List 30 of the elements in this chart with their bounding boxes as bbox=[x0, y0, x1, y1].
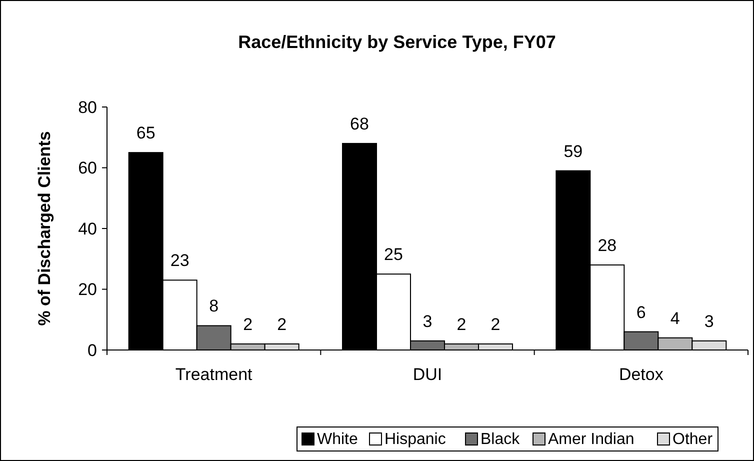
data-label: 23 bbox=[170, 251, 190, 270]
legend-label: White bbox=[317, 431, 358, 448]
legend-label: Amer Indian bbox=[548, 431, 634, 448]
x-tick-label: Treatment bbox=[175, 365, 253, 384]
y-tick-label: 60 bbox=[78, 158, 97, 178]
legend-label: Hispanic bbox=[384, 431, 446, 448]
y-tick-label: 0 bbox=[88, 340, 97, 360]
data-label: 28 bbox=[598, 236, 617, 255]
data-label: 2 bbox=[277, 314, 287, 334]
y-tick-label: 20 bbox=[78, 280, 97, 300]
data-label: 2 bbox=[456, 314, 466, 334]
y-axis-title: % of Discharged Clients bbox=[35, 131, 54, 326]
x-tick-label: DUI bbox=[412, 365, 442, 384]
legend-label: Other bbox=[672, 431, 714, 448]
legend-label: Black bbox=[480, 431, 521, 448]
data-label: 3 bbox=[704, 312, 714, 331]
data-label: 65 bbox=[136, 124, 156, 143]
data-label: 25 bbox=[384, 245, 403, 264]
data-label: 4 bbox=[670, 308, 680, 328]
data-label: 68 bbox=[350, 114, 369, 134]
x-tick-label: Detox bbox=[618, 365, 664, 384]
data-label: 8 bbox=[209, 296, 219, 316]
y-tick-label: 80 bbox=[78, 98, 97, 117]
y-tick-label: 40 bbox=[78, 219, 97, 238]
data-label: 2 bbox=[490, 314, 500, 334]
data-label: 6 bbox=[636, 302, 646, 322]
data-label: 2 bbox=[243, 314, 253, 334]
data-label: 59 bbox=[564, 142, 583, 161]
chart-title: Race/Ethnicity by Service Type, FY07 bbox=[238, 32, 556, 52]
data-label: 3 bbox=[422, 312, 432, 331]
